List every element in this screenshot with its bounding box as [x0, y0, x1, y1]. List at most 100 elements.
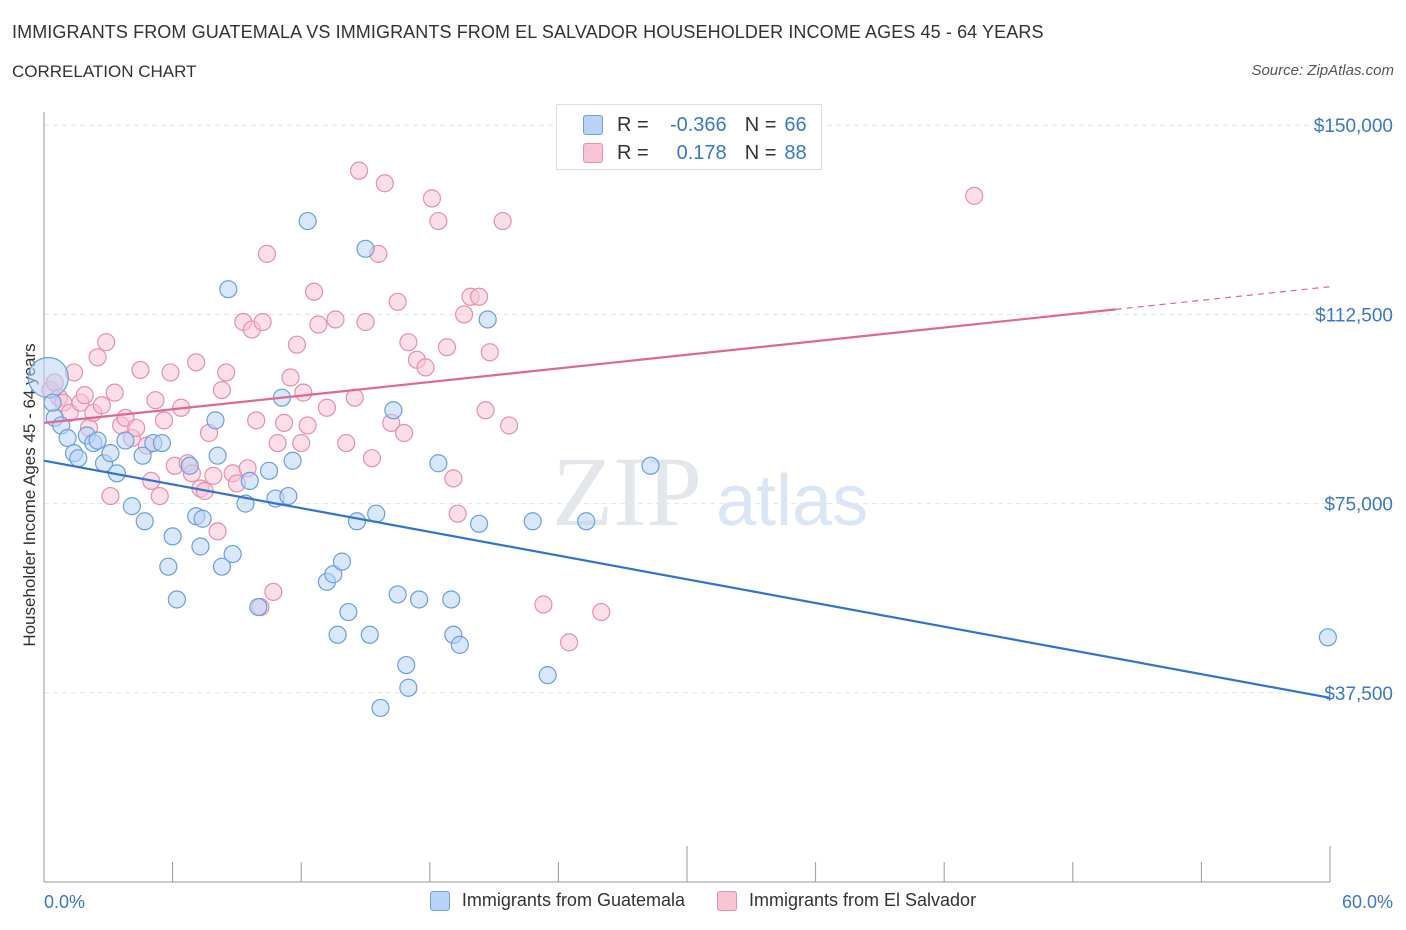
data-point-el-salvador	[154, 411, 174, 430]
watermark-atlas: atlas	[716, 461, 868, 541]
data-point-el-salvador	[362, 449, 382, 468]
data-point-guatemala	[159, 557, 178, 576]
data-point-guatemala	[152, 433, 171, 453]
data-point-guatemala	[641, 456, 660, 475]
data-point-guatemala	[442, 590, 461, 609]
legend-item-el-salvador[interactable]: Immigrants from El Salvador	[717, 890, 976, 911]
x-tick-label: 60.0%	[1342, 892, 1393, 912]
el-salvador-swatch	[717, 890, 737, 911]
r-value: -0.366	[669, 113, 727, 136]
data-point-guatemala	[101, 444, 120, 463]
data-point-el-salvador	[444, 469, 463, 488]
data-point-el-salvador	[476, 401, 495, 420]
data-point-guatemala	[88, 431, 107, 450]
n-value: 88	[784, 141, 807, 164]
y-tick-label: $75,000	[1324, 495, 1393, 516]
data-point-guatemala	[399, 678, 418, 697]
axes	[43, 112, 1331, 883]
chart-title: IMMIGRANTS FROM GUATEMALA VS IMMIGRANTS …	[12, 22, 1044, 42]
r-value: 0.178	[676, 141, 727, 164]
stats-row-el-salvador: R = 0.178 N = 88	[583, 141, 807, 165]
guatemala-swatch	[429, 890, 450, 911]
data-point-el-salvador	[75, 386, 94, 405]
data-point-guatemala	[328, 625, 347, 644]
data-point-guatemala	[1318, 628, 1337, 647]
n-value: 66	[784, 113, 807, 136]
trend-line-el-salvador-extension	[1115, 286, 1331, 310]
data-point-el-salvador	[208, 522, 227, 541]
y-tick-label: $37,500	[1324, 684, 1393, 705]
watermark: ZIP atlas	[552, 436, 868, 547]
data-point-guatemala	[356, 239, 375, 258]
data-point-el-salvador	[150, 486, 169, 506]
data-point-el-salvador	[480, 343, 499, 362]
data-point-guatemala	[259, 461, 279, 480]
data-point-el-salvador	[437, 338, 457, 357]
data-point-el-salvador	[298, 416, 317, 435]
stats-legend: R = -0.366 N = 66 R = 0.178 N = 88	[556, 104, 822, 170]
series-guatemala	[27, 211, 1337, 718]
data-point-el-salvador	[448, 504, 467, 523]
data-point-el-salvador	[416, 358, 435, 377]
y-tick-label: $112,500	[1315, 305, 1393, 326]
series-legend: Immigrants from Guatemala Immigrants fro…	[0, 890, 1406, 911]
data-point-el-salvador	[356, 312, 375, 332]
data-point-guatemala	[450, 635, 469, 654]
r-label: R =	[617, 113, 649, 136]
data-point-guatemala	[324, 565, 343, 584]
data-point-el-salvador	[294, 383, 313, 402]
data-point-el-salvador	[217, 363, 236, 382]
data-point-guatemala	[388, 585, 407, 604]
data-point-guatemala	[193, 509, 212, 528]
data-point-guatemala	[367, 504, 386, 523]
data-point-el-salvador	[253, 312, 272, 332]
chart-subtitle: CORRELATION CHART	[12, 62, 197, 81]
data-point-guatemala	[397, 655, 416, 675]
data-point-el-salvador	[493, 211, 512, 231]
data-point-guatemala	[212, 557, 231, 576]
data-point-el-salvador	[469, 287, 489, 306]
data-point-guatemala	[219, 280, 238, 299]
data-point-el-salvador	[287, 335, 307, 354]
tick-labels: $37,500 $75,000 $112,500 $150,000 0.0% 60.0%	[44, 116, 1393, 912]
trend-line-guatemala	[43, 459, 1331, 699]
data-point-guatemala	[208, 446, 227, 465]
data-point-guatemala	[58, 428, 77, 448]
data-point-el-salvador	[146, 391, 165, 410]
data-point-el-salvador	[388, 292, 407, 311]
x-tick-label: 0.0%	[44, 892, 85, 912]
data-point-el-salvador	[422, 189, 442, 208]
n-label: N =	[744, 141, 777, 164]
legend-item-guatemala[interactable]: Immigrants from Guatemala	[429, 890, 685, 911]
data-point-guatemala	[360, 625, 379, 644]
data-point-el-salvador	[274, 413, 294, 432]
source-label: Source: ZipAtlas.com	[1251, 62, 1394, 79]
data-point-el-salvador	[187, 353, 206, 372]
data-point-el-salvador	[399, 333, 418, 352]
data-point-guatemala	[122, 497, 141, 516]
guatemala-swatch	[583, 115, 603, 135]
y-tick-label: $150,000	[1314, 116, 1393, 137]
data-point-el-salvador	[88, 348, 107, 367]
data-point-el-salvador	[161, 363, 180, 382]
data-point-el-salvador	[560, 633, 579, 652]
data-point-guatemala	[135, 512, 154, 531]
data-point-el-salvador	[127, 418, 146, 438]
data-point-el-salvador	[101, 486, 120, 506]
data-point-guatemala	[69, 449, 88, 468]
data-point-guatemala	[429, 454, 448, 473]
data-point-el-salvador	[264, 582, 283, 602]
r-label: R =	[617, 141, 649, 164]
data-point-el-salvador	[309, 315, 328, 334]
trend-line-el-salvador	[43, 308, 1116, 424]
data-point-guatemala	[206, 411, 225, 430]
data-point-el-salvador	[292, 433, 311, 453]
data-point-guatemala	[163, 527, 182, 546]
data-point-el-salvador	[349, 161, 369, 180]
data-point-el-salvador	[247, 411, 266, 430]
data-point-el-salvador	[97, 333, 116, 352]
data-point-el-salvador	[429, 211, 448, 231]
trend-lines	[43, 286, 1331, 699]
data-point-guatemala	[332, 552, 352, 571]
